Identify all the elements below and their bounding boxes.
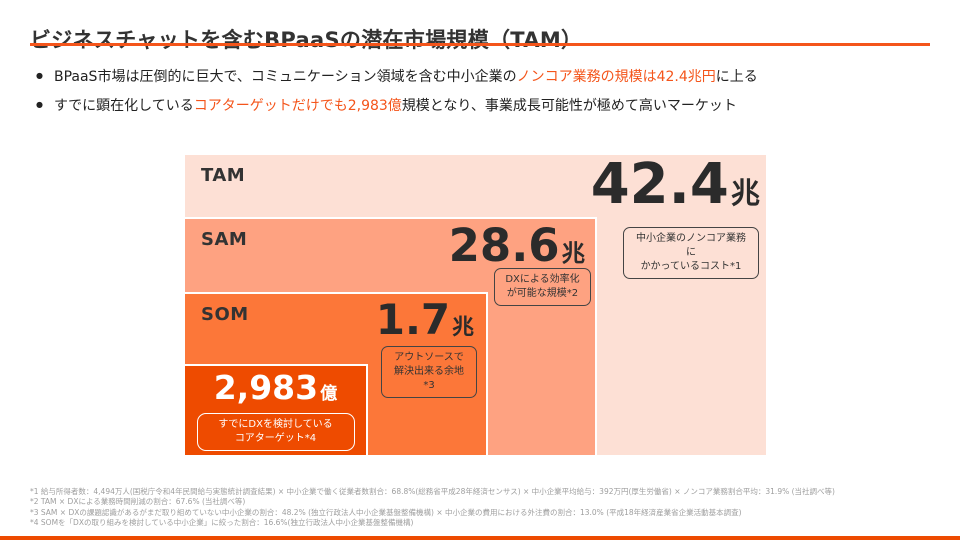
core-target-value: 2,983 億 <box>214 371 338 404</box>
som-label: SOM <box>201 304 249 325</box>
bottom-accent-bar <box>0 536 960 540</box>
sam-callout: DXによる効率化 が可能な規模*2 <box>494 268 591 306</box>
bullet-item-2: ● すでに顕在化しているコアターゲットだけでも2,983億規模となり、事業成長可… <box>36 90 758 119</box>
bullet-1-highlight: ノンコア業務の規模は42.4兆円 <box>516 68 716 85</box>
bullet-2-highlight: コアターゲットだけでも2,983億 <box>193 97 402 114</box>
bullet-1-pre: BPaaS市場は圧倒的に巨大で、コミュニケーション領域を含む中小企業の <box>53 68 517 85</box>
som-value-unit: 兆 <box>452 315 474 340</box>
som-value: 1.7兆 <box>376 299 474 341</box>
som-callout: アウトソースで 解決出来る余地*3 <box>381 346 477 398</box>
footnote-2: *2 TAM × DXによる業務時間削減の割合：67.6% (当社調べ等) <box>30 497 246 507</box>
title-underline <box>30 43 930 46</box>
page-title: ビジネスチャットを含むBPaaSの潜在市場規模（TAM） <box>30 28 583 53</box>
bullet-text-1: BPaaS市場は圧倒的に巨大で、コミュニケーション領域を含む中小企業のノンコア業… <box>54 66 758 86</box>
som-value-number: 1.7 <box>375 295 451 344</box>
footnotes: *1 給与所得者数：4,494万人(国税庁令和4年民間給与実態統計調査結果) ×… <box>30 487 835 529</box>
bullet-2-post: 規模となり、事業成長可能性が極めて高いマーケット <box>401 97 737 114</box>
core-target-callout: すでにDXを検討している コアターゲット*4 <box>196 413 355 451</box>
tam-value-number: 42.4 <box>590 152 729 217</box>
footnote-1: *1 給与所得者数：4,494万人(国税庁令和4年民間給与実態統計調査結果) ×… <box>30 487 835 496</box>
sam-value: 28.6兆 <box>449 223 585 268</box>
core-target-value-number: 2,983 <box>213 368 319 407</box>
sam-value-number: 28.6 <box>448 219 560 272</box>
tam-sam-som-chart: TAM 42.4兆 中小企業のノンコア業務に かかっているコスト*1 SAM 2… <box>185 155 766 455</box>
footnote-3: *3 SAM × DXの課題認識があるがまだ取り組めていない中小企業の割合：48… <box>30 507 742 517</box>
core-target-value-unit: 億 <box>320 384 338 404</box>
bullet-1-post: に上る <box>715 68 758 85</box>
tam-callout: 中小企業のノンコア業務に かかっているコスト*1 <box>623 227 759 279</box>
bullet-text-2: すでに顕在化しているコアターゲットだけでも2,983億規模となり、事業成長可能性… <box>54 95 737 115</box>
bullet-icon: ● <box>36 100 43 109</box>
footnote-4: *4 SOMを「DXの取り組みを検討している中小企業」に絞った割合：16.6%(… <box>30 518 414 528</box>
sam-value-unit: 兆 <box>561 239 585 267</box>
tam-label: TAM <box>201 165 246 186</box>
sam-label: SAM <box>201 229 248 250</box>
tam-value-unit: 兆 <box>730 176 760 210</box>
bullet-list: ● BPaaS市場は圧倒的に巨大で、コミュニケーション領域を含む中小企業のノンコ… <box>36 61 758 119</box>
bullet-2-pre: すでに顕在化している <box>53 97 194 114</box>
core-target-rect: 2,983 億 すでにDXを検討している コアターゲット*4 <box>185 364 368 455</box>
bullet-icon: ● <box>36 71 43 80</box>
tam-value: 42.4兆 <box>591 157 760 213</box>
bullet-item-1: ● BPaaS市場は圧倒的に巨大で、コミュニケーション領域を含む中小企業のノンコ… <box>36 61 758 90</box>
